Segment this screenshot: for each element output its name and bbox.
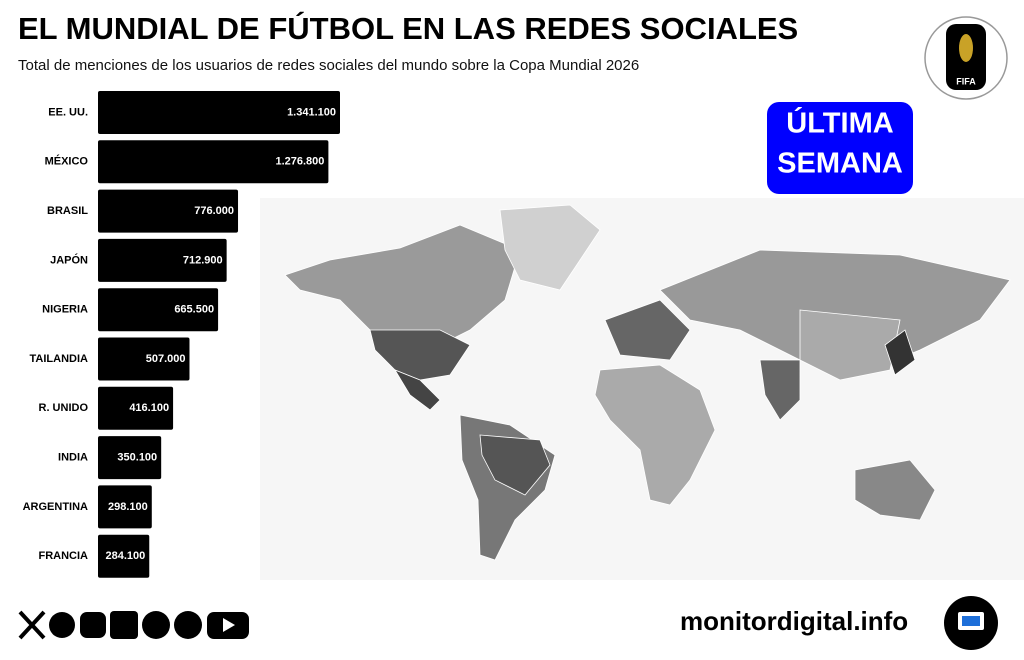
value-label: 507.000 [146,353,186,365]
category-label: ARGENTINA [23,501,88,513]
chart-subtitle: Total de menciones de los usuarios de re… [18,57,639,74]
bar [98,485,152,529]
bar [98,534,150,578]
category-label: FRANCIA [39,550,89,562]
logo-text: FIFA [956,76,976,86]
value-label: 298.100 [108,501,148,513]
bar [98,238,227,282]
bar [98,436,162,480]
category-label: JAPÓN [50,253,88,266]
bar [98,386,174,430]
site-logo [944,596,998,650]
value-label: 1.276.800 [275,156,324,168]
category-label: EE. UU. [48,106,88,118]
value-label: 350.100 [117,452,157,464]
value-label: 776.000 [194,205,234,217]
badge-line: ÚLTIMA [786,106,893,140]
chart-title: EL MUNDIAL DE FÚTBOL EN LAS REDES SOCIAL… [18,10,798,46]
bar [98,288,219,332]
category-label: MÉXICO [45,155,89,168]
category-label: INDIA [58,452,88,464]
value-label: 712.900 [183,254,223,266]
social-icons [18,610,249,640]
value-label: 284.100 [105,550,145,562]
value-label: 665.500 [174,304,214,316]
world-map [260,198,1024,580]
value-label: 1.341.100 [287,106,336,118]
category-label: R. UNIDO [39,402,89,414]
bar [98,91,340,134]
category-label: BRASIL [47,205,88,217]
category-label: NIGERIA [42,304,88,316]
bar [98,140,329,184]
value-label: 416.100 [129,402,169,414]
category-label: TAILANDIA [30,353,89,365]
badge-line: SEMANA [777,148,903,180]
badge: ÚLTIMA SEMANA [767,102,913,194]
bar [98,189,239,233]
fifa-logo: FIFA [924,16,1008,100]
footer-site: monitordigital.info [680,606,908,636]
bar [98,337,190,381]
